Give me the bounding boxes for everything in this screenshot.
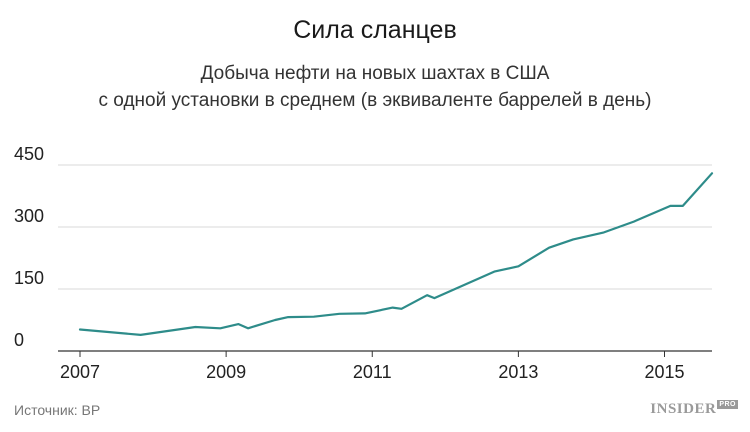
subtitle-line-2: с одной установки в среднем (в эквивален… xyxy=(98,90,652,111)
x-tick-label-2011: 2011 xyxy=(353,362,392,382)
chart-title: Сила сланцев xyxy=(293,16,457,44)
y-tick-label-0: 0 xyxy=(14,330,24,350)
source-note: Источник: BP xyxy=(14,402,101,418)
y-tick-label-150: 150 xyxy=(14,268,44,288)
x-tick-label-2015: 2015 xyxy=(644,362,684,382)
y-tick-label-300: 300 xyxy=(14,206,44,226)
logo-text: INSIDER xyxy=(650,401,717,417)
logo-badge: PRO xyxy=(717,400,738,409)
chart-subtitle: Добыча нефти на новых шахтах в США с одн… xyxy=(0,60,750,114)
x-tick-label-2009: 2009 xyxy=(206,362,246,382)
subtitle-line-1: Добыча нефти на новых шахтах в США xyxy=(200,63,550,84)
x-tick-label-2007: 2007 xyxy=(60,362,100,382)
series-line xyxy=(78,172,714,336)
x-tick-label-2013: 2013 xyxy=(498,362,538,382)
y-tick-label-450: 450 xyxy=(14,144,44,164)
insider-logo: INSIDER PRO xyxy=(650,400,738,418)
